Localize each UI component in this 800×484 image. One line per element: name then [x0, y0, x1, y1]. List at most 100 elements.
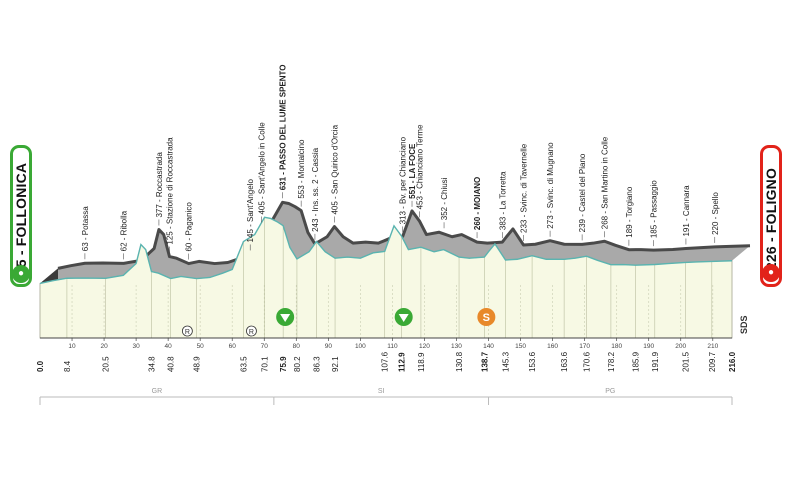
profile-top: [57, 200, 751, 270]
scale-tick-label: 90: [325, 343, 333, 350]
start-town-label: 15 - FOLLONICA: [13, 162, 29, 275]
location-label: 189 - Torgiano: [625, 186, 634, 238]
location-label: 453 - Chianciano Terme: [416, 124, 425, 209]
scale-tick-label: 110: [387, 343, 398, 350]
gpm-arrow: [280, 314, 291, 322]
km-mark-label: 80.2: [293, 356, 302, 372]
km-mark-label: 185.9: [632, 351, 641, 372]
feed-zone-icon: [181, 325, 193, 337]
km-mark-label: 216.0: [728, 351, 737, 372]
location-label: 551 - LA FOCE: [408, 143, 417, 199]
km-mark-label: 40.8: [167, 356, 176, 372]
km-mark-label: 201.5: [682, 351, 691, 372]
scale-tick-label: 140: [483, 343, 494, 350]
scale-tick-label: 190: [643, 343, 654, 350]
location-label: 233 - Svinc. di Tavernelle: [519, 143, 528, 233]
scale-tick-label: 120: [419, 343, 430, 350]
km-mark-label: 153.6: [528, 351, 537, 372]
km-mark-label: 118.9: [417, 352, 426, 372]
location-label: 313 - Bv. per Chianciano: [399, 136, 408, 224]
location-label: 405 - Sant'Angelo in Colle: [257, 122, 266, 215]
km-mark-label: 130.8: [455, 351, 464, 372]
km-mark-label: 163.6: [560, 351, 569, 372]
scale-tick-label: 10: [68, 343, 76, 350]
km-mark-label: 112.9: [398, 352, 407, 372]
km-mark-label: 191.9: [651, 351, 660, 372]
km-axis: 10 20 30 40 50 60 70 80 90 100 110 120 130 140 150 160 1…: [36, 315, 749, 372]
location-label: 260 - MOIANO: [473, 177, 482, 230]
location-label: 239 - Castel del Piano: [578, 153, 587, 232]
km-mark-label: 170.6: [583, 351, 592, 372]
scale-tick-label: 60: [229, 343, 237, 350]
bike-icon: ●: [12, 265, 30, 283]
km-mark-label: 8.4: [63, 360, 72, 372]
scale-tick-label: 70: [261, 343, 269, 350]
location-label: 125 - Stazione di Roccastrada: [165, 137, 174, 245]
scale-tick-label: 80: [293, 343, 301, 350]
profile-ridge: [39, 216, 733, 285]
scale-tick-label: 100: [355, 343, 366, 350]
scale-tick-label: 50: [197, 343, 205, 350]
sprint-label: S: [483, 312, 490, 324]
scale-tick-label: 200: [675, 343, 686, 350]
location-label: 553 - Montalcino: [297, 139, 306, 199]
scale-tick-label: 170: [579, 343, 590, 350]
location-label: 185 - Passaggio: [650, 180, 659, 238]
km-mark-label: 75.9: [279, 356, 288, 372]
km-mark-label: 145.3: [501, 351, 510, 372]
scale-tick-label: 180: [611, 343, 622, 350]
province-label: PG: [605, 388, 615, 395]
location-label: 243 - Ins. ss. 2 - Cassia: [311, 147, 320, 232]
scale-tick-label: 130: [451, 343, 462, 350]
location-label: 377 - Roccastrada: [155, 152, 164, 218]
bike-icon: ●: [762, 264, 780, 282]
scale-tick-label: 30: [132, 343, 140, 350]
km-mark-label: 92.1: [331, 356, 340, 372]
location-label: 63 - Potassa: [81, 206, 90, 251]
scale-tick-label: 20: [100, 343, 108, 350]
location-label: 383 - La Torretta: [498, 171, 507, 230]
profile-top-edge: [57, 200, 751, 270]
location-label: 352 - Chiusi: [440, 177, 449, 220]
profile-gridlines: [39, 217, 733, 338]
km-mark-label: 209.7: [708, 351, 717, 372]
province-bar: GR SI PG: [39, 388, 733, 405]
location-label: 268 - San Martino in Colle: [601, 136, 610, 229]
location-label: 60 - Paganico: [185, 202, 194, 252]
location-label: 191 - Cannara: [682, 185, 691, 237]
km-mark-label: 107.6: [381, 351, 390, 372]
km-mark-label: 70.1: [261, 356, 270, 372]
profile-ridge-line: [39, 216, 733, 285]
km-mark-label: 86.3: [312, 356, 321, 372]
sprint-icon: [477, 308, 496, 326]
location-label: 273 - Svinc. di Mugnano: [546, 142, 555, 229]
km-mark-label: 0.0: [36, 360, 45, 372]
brand-mark: SDS: [739, 315, 749, 334]
start-town-box: 15 - FOLLONICA: [10, 145, 32, 287]
finish-town-box: 226 - FOLIGNO: [760, 145, 782, 287]
scale-tick-label: 160: [547, 343, 558, 350]
location-label: 145 - Sant'Angelo: [246, 179, 255, 243]
province-label: SI: [378, 388, 385, 395]
location-label: 631 - PASSO DEL LUME SPENTO: [279, 64, 288, 190]
feed-zone-label: R: [249, 329, 254, 336]
location-label: 220 - Spello: [711, 192, 720, 235]
scale-tick-label: 40: [165, 343, 173, 350]
km-mark-label: 178.2: [607, 351, 616, 372]
scale-tick-label: 150: [515, 343, 526, 350]
km-mark-label: 20.5: [102, 356, 111, 372]
profile-markers: S R R: [181, 308, 496, 337]
location-label: 62 - Ribolla: [120, 210, 129, 251]
scale-tick-label: 210: [707, 343, 718, 350]
gpm-arrow: [398, 314, 409, 322]
location-labels: 63 - Potassa 62 - Ribolla 377 - Roccastrad…: [81, 64, 720, 260]
km-mark-label: 63.5: [239, 356, 248, 372]
feed-zone-icon: [246, 325, 257, 337]
km-mark-label: 48.9: [193, 356, 202, 372]
province-label: GR: [152, 388, 163, 395]
feed-zone-label: R: [185, 329, 190, 336]
finish-town-label: 226 - FOLIGNO: [763, 167, 779, 270]
km-mark-label: 138.7: [480, 351, 489, 372]
location-label: 405 - San Quirico d'Orcia: [330, 124, 339, 214]
